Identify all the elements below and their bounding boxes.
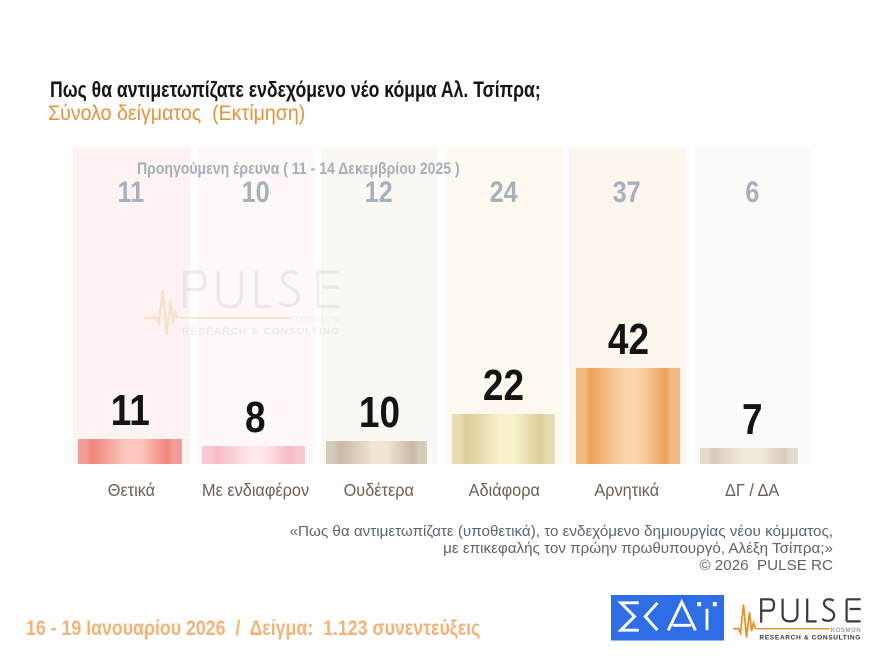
svg-text:RESEARCH & CONSULTING: RESEARCH & CONSULTING [759,634,860,641]
svg-text:RESEARCH & CONSULTING: RESEARCH & CONSULTING [182,326,339,337]
svg-text:KOSMON: KOSMON [293,315,340,326]
svg-text:KOSMON: KOSMON [831,627,861,634]
